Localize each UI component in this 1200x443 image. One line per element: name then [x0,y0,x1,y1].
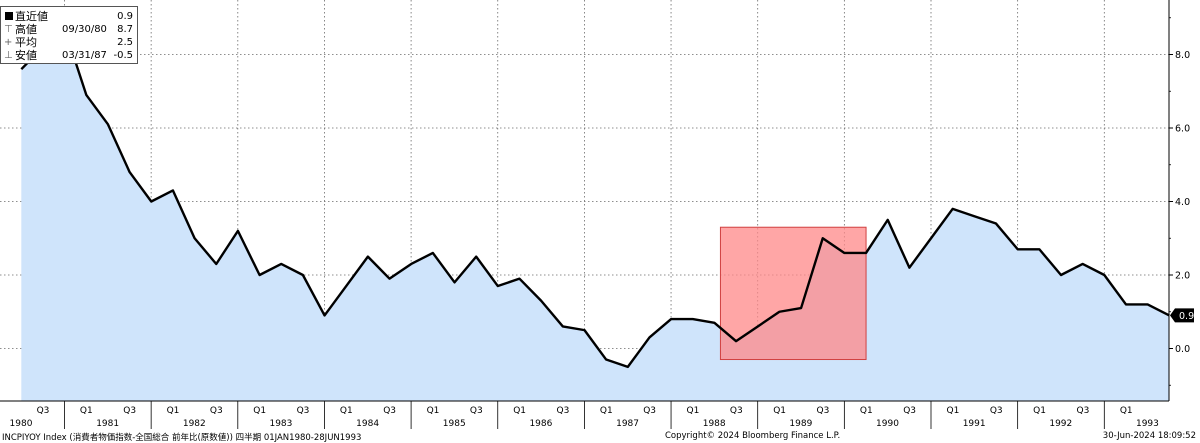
x-quarter-label: Q1 [773,406,786,416]
x-quarter-label: Q1 [427,406,440,416]
legend-high-value: 8.7 [117,24,133,35]
footer-timestamp: 30-Jun-2024 18:09:52 [1102,431,1196,441]
x-quarter-label: Q1 [1120,406,1133,416]
x-quarter-label: Q3 [470,406,483,416]
x-quarter-label: Q1 [340,406,353,416]
legend-last-value: 0.9 [117,11,133,22]
highlight-box [719,226,867,361]
x-year-label: 1986 [529,419,552,429]
x-quarter-label: Q1 [513,406,526,416]
legend-last: 直近値 0.9 [1,10,137,23]
x-year-label: 1981 [96,419,119,429]
x-quarter-label: Q3 [123,406,136,416]
x-quarter-label: Q3 [383,406,396,416]
legend-low: ⊥ 安値 03/31/87 -0.5 [1,49,137,62]
x-year-label: 1983 [269,419,292,429]
legend-high-date: 09/30/80 [62,24,107,35]
legend: 直近値 0.9 ⊤ 高値 09/30/80 8.7 + 平均 2.5 ⊥ 安値 … [0,6,138,64]
legend-avg-label: 平均 [15,36,37,49]
x-quarter-label: Q1 [600,406,613,416]
x-quarter-label: Q3 [643,406,656,416]
footer-copyright: Copyright© 2024 Bloomberg Finance L.P. [665,431,841,441]
legend-high: ⊤ 高値 09/30/80 8.7 [1,23,137,36]
x-quarter-label: Q1 [947,406,960,416]
last-value-box [1170,308,1194,323]
y-tick-label: 6.0 [1175,124,1190,135]
legend-low-value: -0.5 [113,50,133,61]
x-year-label: 1980 [10,419,33,429]
last-value-text: 0.9 [1179,311,1194,322]
x-year-label: 1987 [616,419,639,429]
x-year-label: 1984 [356,419,379,429]
x-year-label: 1991 [963,419,986,429]
x-year-label: 1985 [443,419,466,429]
x-quarter-label: Q1 [687,406,700,416]
y-tick-label: 0.0 [1175,344,1190,355]
x-quarter-label: Q3 [730,406,743,416]
x-axis: Q3 Q1 Q3 Q1 Q3 Q1 Q3 Q1 Q3 Q1 Q3 Q1 Q3 Q1 Q3 Q1 Q3 Q1 Q3 Q1… [10,401,1159,429]
x-year-label: 1990 [876,419,899,429]
x-quarter-label: Q3 [1077,406,1090,416]
legend-high-label: 高値 [15,23,37,36]
x-quarter-label: Q3 [903,406,916,416]
x-year-label: 1989 [789,419,812,429]
area-fill [21,28,1170,402]
y-axis: 0.0 2.0 4.0 6.0 8.0 [1169,17,1190,386]
x-quarter-label: Q1 [1033,406,1046,416]
x-year-label: 1988 [703,419,726,429]
high-marker-icon: ⊤ [4,24,13,35]
footer-series-description: INCPIYOY Index (消費者物価指数-全国総合 前年比(原数値)) 四… [2,433,362,443]
y-tick-label: 4.0 [1175,197,1190,208]
x-quarter-label: Q1 [80,406,93,416]
y-tick-label: 8.0 [1175,50,1190,61]
average-marker-icon: + [4,37,13,48]
x-quarter-label: Q1 [860,406,873,416]
legend-low-date: 03/31/87 [62,50,107,61]
low-marker-icon: ⊥ [4,50,13,61]
x-quarter-label: Q3 [990,406,1003,416]
x-quarter-label: Q3 [817,406,830,416]
series-line [20,27,1170,369]
x-quarter-label: Q3 [557,406,570,416]
legend-low-label: 安値 [15,49,37,62]
x-year-label: 1992 [1049,419,1072,429]
x-year-label: 1982 [183,419,206,429]
legend-last-label: 直近値 [15,10,48,23]
x-quarter-label: Q3 [210,406,223,416]
last-value-tag: 0.9 [1170,308,1194,323]
x-quarter-label: Q1 [253,406,266,416]
x-quarter-label: Q3 [37,406,50,416]
legend-avg-value: 2.5 [117,37,133,48]
black-square-icon [5,12,13,20]
x-quarter-label: Q3 [297,406,310,416]
y-tick-label: 2.0 [1175,271,1190,282]
legend-avg: + 平均 2.5 [1,36,137,49]
x-quarter-label: Q1 [167,406,180,416]
x-year-label: 1993 [1136,419,1159,429]
